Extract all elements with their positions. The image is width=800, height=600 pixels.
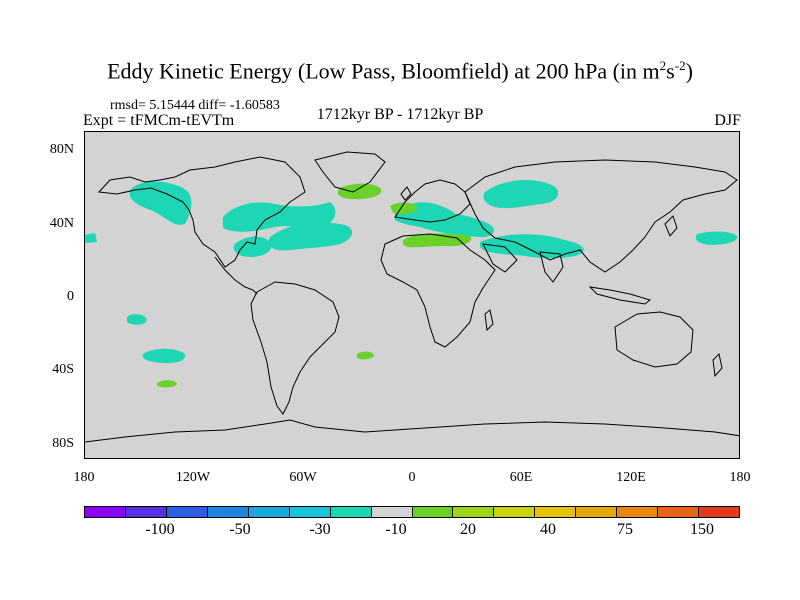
colorbar-swatch	[207, 507, 249, 517]
colorbar-swatch	[658, 507, 700, 517]
colorbar-label: 40	[540, 521, 556, 538]
anomaly-patches	[85, 180, 738, 388]
anomaly-patch-negative	[142, 348, 186, 364]
x-tick-label: 180	[73, 470, 95, 485]
coastline-new-zealand	[712, 352, 723, 378]
colorbar-label: 75	[617, 521, 633, 538]
coastline-indonesia	[588, 286, 652, 305]
anomaly-patch-positive	[337, 183, 382, 200]
colorbar-swatch	[576, 507, 618, 517]
coastline-central-america	[214, 256, 258, 295]
colorbar-swatch	[535, 507, 577, 517]
y-tick-label: 80S	[52, 436, 74, 451]
colorbar-swatch	[412, 507, 454, 517]
y-tick-label: 40S	[52, 362, 74, 377]
colorbar-label: -50	[229, 521, 251, 538]
x-tick-label: 120W	[175, 470, 211, 485]
x-tick-label: 0	[408, 470, 416, 485]
coastline-africa	[380, 233, 496, 348]
coastlines	[85, 151, 739, 443]
y-tick-label: 0	[67, 289, 74, 304]
anomaly-patch-negative	[85, 233, 97, 243]
season-label: DJF	[714, 112, 741, 129]
colorbar-swatch	[248, 507, 290, 517]
colorbar-swatch	[699, 507, 739, 517]
stats-label: rmsd= 5.15444 diff= -1.60583	[110, 98, 280, 113]
x-tick-label: 60W	[289, 470, 317, 485]
coastline-greenland	[314, 151, 386, 193]
anomaly-patch-positive	[357, 351, 374, 360]
y-tick-label: 40N	[49, 216, 74, 231]
coastline-india	[539, 251, 564, 283]
coastline-madagascar	[484, 309, 494, 332]
anomaly-patch-positive	[403, 233, 472, 248]
anomaly-patch-negative	[695, 231, 738, 245]
anomaly-patch-positive	[390, 202, 417, 214]
coastline-japan	[664, 215, 678, 237]
coastline-south-america	[250, 281, 340, 415]
anomaly-patch-negative	[127, 314, 147, 325]
coastline-arabia	[482, 243, 518, 273]
anomaly-patch-negative	[129, 181, 192, 225]
coastline-asia	[464, 159, 738, 273]
x-tick-label: 120E	[616, 470, 646, 485]
colorbar-swatch	[494, 507, 536, 517]
colorbar-swatch	[85, 507, 126, 517]
colorbar-swatch	[617, 507, 659, 517]
colorbar-label: -10	[385, 521, 407, 538]
colorbar-swatch	[125, 507, 167, 517]
anomaly-patch-negative	[420, 213, 495, 238]
period-label: 1712kyr BP - 1712kyr BP	[316, 106, 484, 123]
coastline-australia	[614, 311, 694, 368]
colorbar-swatch	[330, 507, 372, 517]
map-canvas	[85, 151, 739, 443]
coastline-antarctica	[85, 419, 739, 443]
colorbar-label: 150	[690, 521, 714, 538]
chart-title: Eddy Kinetic Energy (Low Pass, Bloomfiel…	[107, 58, 693, 84]
experiment-label: Expt = tFMCm-tEVTm	[83, 112, 235, 129]
colorbar-swatch	[289, 507, 331, 517]
colorbar-label: -100	[145, 521, 175, 538]
colorbar-swatch	[371, 507, 413, 517]
x-tick-label: 60E	[509, 470, 533, 485]
colorbar	[84, 506, 740, 518]
colorbar-label: -30	[309, 521, 331, 538]
colorbar-swatch	[166, 507, 208, 517]
anomaly-patch-negative	[268, 222, 353, 251]
colorbar-label: 20	[460, 521, 476, 538]
x-tick-label: 180	[729, 470, 751, 485]
colorbar-swatch	[453, 507, 495, 517]
coastline-british-isles	[400, 186, 412, 201]
anomaly-patch-positive	[157, 380, 177, 388]
coastline-north-america	[97, 156, 306, 268]
anomaly-patch-negative	[233, 236, 272, 257]
anomaly-patch-negative	[483, 180, 559, 209]
world-map	[84, 131, 740, 459]
y-tick-label: 80N	[49, 142, 74, 157]
